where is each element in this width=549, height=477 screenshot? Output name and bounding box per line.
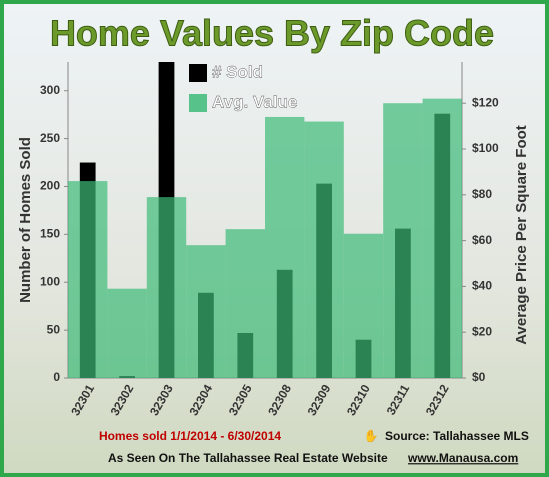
legend-label: # Sold — [212, 62, 263, 81]
y-tick-label: 0 — [53, 370, 60, 384]
annotation: www.Manausa.com — [407, 451, 518, 465]
bar — [422, 98, 462, 378]
bar — [383, 103, 423, 378]
bar — [265, 116, 305, 379]
bar — [146, 197, 187, 378]
chart-title: Home Values By Zip Code — [50, 13, 494, 54]
y-tick-label: 200 — [40, 179, 60, 193]
legend-label: Avg. Value — [212, 92, 297, 111]
y2-tick-label: $60 — [472, 233, 492, 247]
bar — [68, 181, 108, 378]
y2-tick-label: $20 — [472, 324, 492, 338]
y-tick-label: 250 — [40, 131, 60, 145]
bar — [225, 229, 265, 378]
y2-axis-label: Average Price Per Square Foot — [513, 125, 530, 345]
y2-tick-label: $80 — [472, 187, 492, 201]
bar — [107, 288, 147, 378]
y-axis-label: Number of Homes Sold — [17, 137, 34, 303]
bar — [186, 245, 226, 378]
y2-tick-label: $0 — [472, 370, 486, 384]
bar — [343, 233, 384, 378]
legend-swatch — [189, 94, 207, 112]
annotation: Homes sold 1/1/2014 - 6/30/2014 — [99, 429, 281, 443]
annotation: Source: Tallahassee MLS — [385, 429, 529, 443]
y-tick-label: 150 — [40, 227, 60, 241]
icon: ✋ — [364, 429, 379, 443]
y-tick-label: 50 — [47, 322, 61, 336]
bar — [304, 121, 344, 379]
legend-swatch — [189, 64, 207, 82]
y2-tick-label: $40 — [472, 279, 492, 293]
y2-tick-label: $100 — [472, 141, 499, 155]
annotation: As Seen On The Tallahassee Real Estate W… — [108, 451, 388, 465]
y-tick-label: 100 — [40, 274, 60, 288]
y-tick-label: 300 — [40, 83, 60, 97]
y2-tick-label: $120 — [472, 95, 499, 109]
